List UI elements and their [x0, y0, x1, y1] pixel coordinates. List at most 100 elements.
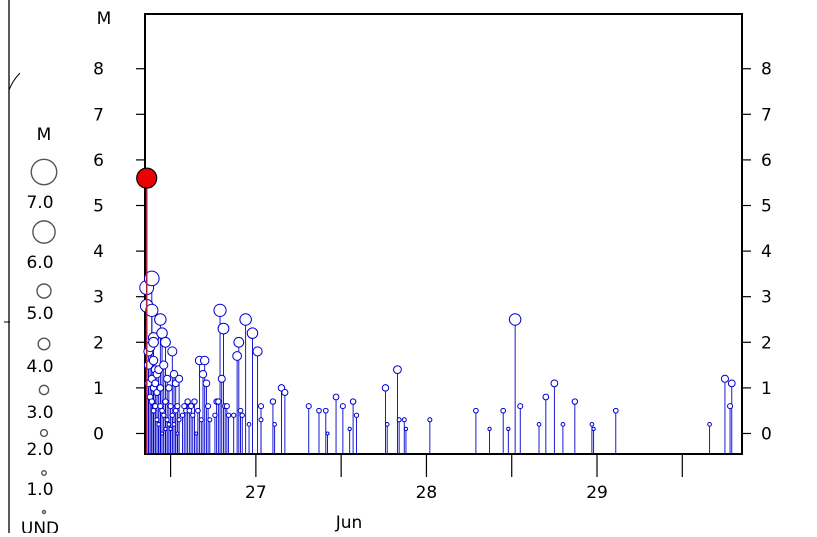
legend-label: 2.0 [26, 440, 53, 460]
event-marker [145, 303, 159, 317]
event-marker [156, 327, 168, 339]
x-tick-label: 28 [416, 483, 438, 503]
event-marker [212, 412, 218, 418]
event-marker [281, 388, 289, 396]
event-marker [175, 431, 180, 436]
mainshock-marker [136, 167, 158, 189]
left-y-tick-label: 8 [93, 60, 104, 80]
event-marker [500, 407, 507, 414]
event-marker [184, 398, 191, 405]
event-marker [542, 393, 550, 401]
event-marker [194, 431, 199, 436]
event-marker [252, 346, 263, 357]
event-marker [393, 365, 402, 375]
event-marker [272, 422, 277, 427]
event-marker [202, 379, 211, 388]
x-tick-label: 29 [586, 483, 608, 503]
event-marker [231, 412, 237, 418]
x-axis: 27 28 29 [169, 454, 683, 503]
event-marker [167, 346, 178, 357]
event-marker [217, 322, 230, 335]
event-marker [151, 379, 160, 388]
event-marker [727, 403, 734, 410]
event-marker [190, 412, 196, 418]
event-markers [139, 270, 736, 436]
event-marker [237, 407, 244, 414]
x-tick-label: 27 [245, 483, 267, 503]
left-y-tick-label: 1 [93, 379, 104, 399]
event-marker [384, 422, 390, 427]
legend-size-marker [41, 470, 47, 476]
mainshock-layer [136, 167, 158, 454]
event-marker [232, 351, 242, 361]
event-marker [257, 403, 265, 410]
event-marker [159, 407, 165, 414]
legend-label: 1.0 [26, 480, 53, 500]
event-marker [160, 431, 165, 436]
event-marker [560, 422, 566, 427]
event-marker [156, 384, 165, 392]
right-y-tick-label: 2 [761, 333, 772, 353]
event-marker [322, 407, 329, 414]
event-marker [174, 403, 181, 410]
event-marker [305, 403, 312, 410]
event-marker [536, 422, 542, 427]
event-marker [727, 379, 736, 388]
legend-size-marker [38, 384, 50, 396]
event-marker [167, 403, 174, 410]
event-marker [175, 374, 184, 383]
event-marker [506, 426, 511, 432]
event-marker [168, 426, 173, 432]
event-marker [403, 426, 409, 432]
magnitude-legend: M 7.0 6.0 5.0 4.0 3.0 2.0 1.0 UND [21, 125, 59, 537]
event-marker [199, 355, 210, 366]
right-y-tick-label: 8 [761, 60, 772, 80]
event-marker [198, 417, 204, 423]
event-marker [191, 398, 198, 405]
event-marker [165, 384, 173, 392]
event-marker [148, 355, 159, 366]
event-marker [148, 336, 159, 348]
event-marker [156, 422, 161, 427]
legend-size-marker [32, 220, 56, 244]
left-y-tick-label: 6 [93, 151, 104, 171]
legend-title: M [37, 125, 52, 145]
legend-size-marker [36, 283, 52, 299]
event-marker [152, 403, 159, 410]
event-marker [154, 417, 160, 423]
event-marker [164, 417, 170, 423]
event-marker [246, 327, 259, 339]
event-marker [707, 422, 712, 427]
legend-size-marker [30, 158, 58, 186]
event-marker [162, 398, 169, 405]
event-marker [332, 393, 340, 401]
event-marker [154, 313, 167, 326]
left-y-tick-label: 3 [93, 288, 104, 308]
event-marker [169, 412, 175, 418]
left-y-tick-label: 4 [93, 242, 104, 262]
plot-frame [144, 13, 743, 455]
left-y-axis: 0 1 2 3 4 5 6 7 8 [93, 60, 145, 444]
left-panel-curve [8, 72, 21, 91]
event-marker [347, 426, 352, 432]
left-y-tick-label: 7 [93, 105, 104, 125]
event-marker [612, 407, 619, 414]
right-y-axis: 0 1 2 3 4 5 6 7 8 [742, 60, 772, 444]
event-marker [159, 360, 169, 370]
legend-label: 6.0 [26, 253, 53, 273]
event-marker [720, 374, 729, 383]
event-marker [550, 379, 559, 388]
legend-label: 5.0 [26, 304, 53, 324]
event-marker [381, 384, 390, 392]
event-marker [207, 417, 213, 423]
event-marker [571, 398, 579, 405]
y-axis-title: M [97, 9, 112, 29]
legend-label: 3.0 [26, 403, 53, 423]
event-marker [169, 369, 179, 379]
event-marker [198, 369, 208, 379]
event-marker [589, 422, 595, 427]
event-stems [146, 278, 733, 454]
event-marker [353, 412, 360, 418]
event-marker [473, 407, 479, 414]
